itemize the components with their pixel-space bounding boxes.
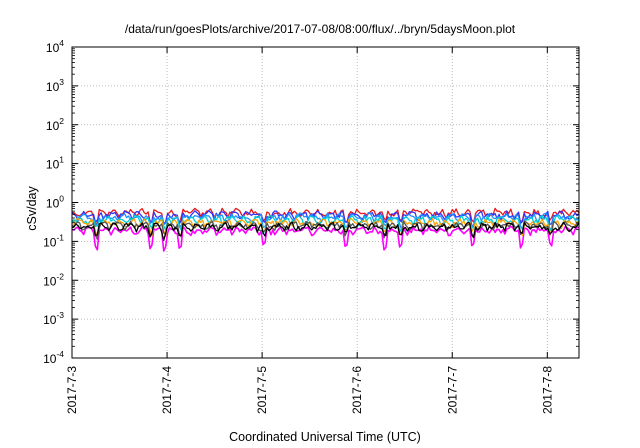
series-line: [71, 225, 580, 252]
y-tick-label: 102: [46, 116, 64, 133]
x-tick-label: 2017-7-3: [65, 366, 79, 414]
y-tick-label: 104: [46, 38, 64, 55]
y-axis-label: cSv/day: [25, 186, 39, 231]
series-line: [71, 221, 580, 242]
chart-title: /data/run/goesPlots/archive/2017-07-08/0…: [125, 22, 516, 36]
y-tick-label: 10-2: [43, 271, 64, 288]
y-tick-label: 100: [46, 194, 64, 211]
x-tick-label: 2017-7-6: [350, 366, 364, 414]
x-tick-label: 2017-7-8: [540, 366, 554, 414]
y-tick-label: 10-3: [43, 310, 64, 327]
series-line: [71, 212, 580, 231]
grid-lines: [72, 47, 579, 358]
y-tick-label: 101: [46, 155, 64, 172]
y-tick-label: 103: [46, 77, 64, 94]
series-line: [71, 207, 580, 227]
axis-ticks: 10-4 10-3 10-2 10-1 100 101 102 103 104 2017-7-3 2…: [43, 38, 579, 414]
series-lines: [71, 207, 580, 252]
y-tick-label: 10-1: [43, 232, 64, 249]
x-tick-label: 2017-7-5: [255, 366, 269, 414]
plot-frame: [71, 46, 580, 359]
x-axis-label: Coordinated Universal Time (UTC): [229, 430, 421, 444]
y-tick-label: 10-4: [43, 349, 64, 366]
x-tick-label: 2017-7-4: [160, 366, 174, 414]
x-tick-label: 2017-7-7: [445, 366, 459, 414]
